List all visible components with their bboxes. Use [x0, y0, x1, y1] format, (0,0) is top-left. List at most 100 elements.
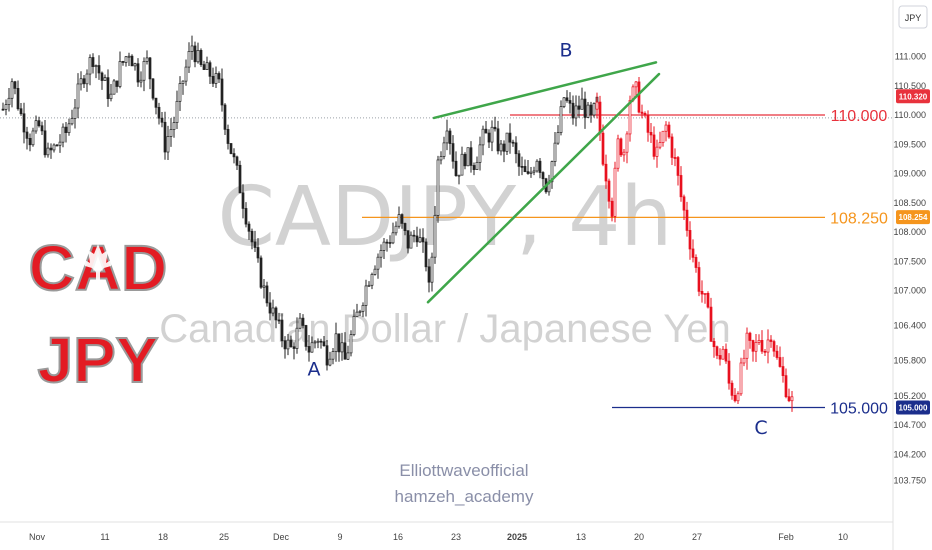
candle: [430, 252, 434, 292]
candle: [106, 69, 110, 107]
candle: [214, 66, 218, 89]
candle: [745, 327, 749, 370]
trendline-2[interactable]: [426, 72, 661, 304]
candle: [457, 174, 461, 185]
candle: [424, 238, 428, 272]
candle: [64, 121, 68, 143]
candle: [550, 160, 554, 189]
candle: [778, 346, 782, 368]
candle: [301, 314, 305, 329]
maple-leaf-icon: [83, 244, 113, 280]
candle: [211, 67, 215, 87]
candle: [532, 166, 536, 176]
candle: [22, 102, 26, 144]
y-axis-ticks: 111.000 110.500 110.000 109.500 109.000 108.5…: [893, 52, 926, 486]
candle: [121, 60, 125, 66]
candle: [739, 357, 743, 396]
candle: [634, 80, 638, 97]
candle: [76, 73, 80, 119]
candle: [754, 333, 758, 363]
y-tick-label: 107.500: [893, 256, 926, 266]
candle: [7, 87, 11, 112]
candle: [607, 178, 611, 209]
candle: [706, 291, 710, 309]
candle: [436, 155, 440, 223]
candle: [136, 58, 140, 87]
candle: [328, 351, 332, 367]
candle: [166, 125, 170, 160]
candle: [313, 340, 317, 349]
candle: [451, 135, 455, 169]
x-tick-label: 11: [100, 532, 109, 542]
candle: [613, 161, 617, 223]
candle: [511, 139, 515, 147]
candle: [73, 99, 77, 129]
candle: [559, 100, 563, 136]
trendline-1[interactable]: [432, 61, 658, 120]
candle: [406, 230, 410, 254]
candle: [91, 53, 95, 74]
logo-jpy-text: JPY: [38, 324, 159, 396]
candle: [178, 76, 182, 112]
candle: [601, 124, 605, 167]
y-tick-label: 108.500: [893, 198, 926, 208]
candle: [148, 57, 152, 90]
candle: [10, 78, 14, 108]
candle: [472, 162, 476, 176]
candle: [622, 149, 626, 162]
candle: [589, 101, 593, 123]
candle: [232, 148, 236, 164]
candle: [244, 202, 248, 228]
candle: [370, 272, 374, 290]
candle: [742, 349, 746, 367]
candle: [661, 130, 665, 147]
candle: [619, 137, 623, 157]
candle: [697, 261, 701, 297]
candle: [670, 133, 674, 165]
candle: [262, 279, 266, 299]
candle: [529, 167, 533, 178]
candle: [25, 126, 29, 150]
candle: [115, 80, 119, 93]
candle: [346, 345, 350, 361]
candle: [343, 332, 347, 360]
candle: [283, 336, 287, 359]
x-axis-ticks: Nov 11 18 25 Dec 9 16 23 2025 13 20 27 Feb 10: [29, 532, 848, 542]
candle: [478, 136, 482, 171]
candle: [514, 136, 518, 164]
candle: [454, 151, 458, 177]
candle: [4, 99, 8, 116]
price-tag-110.320: 110.320: [896, 89, 930, 104]
x-tick-label: 16: [393, 532, 403, 542]
candle: [373, 265, 377, 276]
candle: [253, 230, 257, 252]
candle: [385, 239, 389, 252]
candle: [241, 184, 245, 219]
y-tick-label: 104.700: [893, 420, 926, 430]
candle: [580, 87, 584, 110]
candle: [382, 237, 386, 260]
candle: [421, 228, 425, 253]
currency-button[interactable]: [898, 5, 928, 29]
y-tick-label: 103.750: [893, 476, 926, 486]
candle: [703, 292, 707, 304]
candle: [190, 35, 194, 60]
candle: [466, 147, 470, 167]
candle: [505, 132, 509, 156]
candle: [685, 201, 689, 237]
x-tick-label: Nov: [29, 532, 46, 542]
candle: [94, 64, 98, 79]
candle: [223, 103, 227, 136]
candle: [304, 324, 308, 351]
candle: [766, 329, 770, 364]
candle: [595, 92, 599, 119]
candle: [295, 317, 299, 354]
candle: [721, 345, 725, 360]
candle: [748, 331, 752, 349]
candle: [379, 244, 383, 268]
candle: [187, 42, 191, 73]
candle: [97, 55, 101, 80]
candle: [247, 221, 251, 240]
x-tick-label: 10: [838, 532, 848, 542]
